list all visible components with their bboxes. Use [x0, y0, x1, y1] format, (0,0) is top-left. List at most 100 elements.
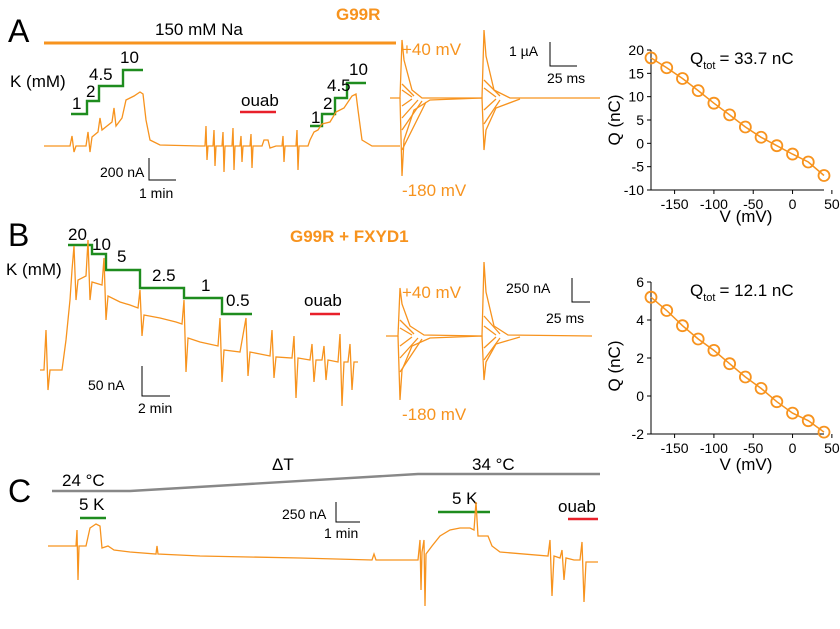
qv-point-b: [707, 343, 721, 357]
qv-point-a: [644, 51, 658, 65]
scale-bar-a: [148, 158, 176, 181]
scale2-current-a: 1 µA: [509, 43, 539, 59]
qv-point-a: [817, 169, 831, 182]
k-step-a-2: 2: [86, 82, 95, 101]
trace-b-family: [399, 315, 501, 373]
ouabain-label-a: ouab: [241, 91, 279, 110]
qv-point-b: [691, 332, 705, 346]
y-tick-label-a: 10: [628, 89, 644, 105]
k-step-a-4: 10: [120, 48, 139, 67]
qv-curve-b: [650, 296, 825, 433]
qv-point-b: [676, 319, 689, 333]
y-tick-label-b: 6: [636, 274, 644, 290]
xlabel-b: V (mV): [720, 455, 773, 474]
construct-label-b: G99R + FXYD1: [290, 227, 409, 246]
scale-time-b: 2 min: [138, 400, 172, 416]
k-staircase-b: [68, 243, 252, 316]
trace-b-current: [40, 239, 358, 407]
y-tick-label-a: 0: [636, 135, 644, 151]
temperature-bar: [52, 472, 600, 493]
scale-current-a: 200 nA: [100, 164, 145, 180]
qv-point-b: [644, 290, 658, 304]
y-tick-label-b: -2: [632, 426, 645, 442]
y-tick-label-a: -10: [624, 182, 644, 198]
y-tick-label-b: 0: [636, 388, 644, 404]
y-tick-label-a: 5: [636, 112, 644, 128]
x-tick-label-b: 0: [789, 440, 797, 456]
x-tick-label-b: -100: [700, 440, 728, 456]
qv-point-a: [676, 72, 689, 85]
qv-curve-a: [650, 57, 825, 177]
ouabain-label-b: ouab: [304, 291, 342, 310]
qtot-annotation-b: Qtot = 12.1 nC: [690, 281, 794, 304]
k-step-b-3: 5: [117, 247, 126, 266]
panel-letter-a: A: [8, 13, 30, 49]
x-tick-label-a: -50: [743, 196, 763, 212]
qv-point-b: [723, 357, 737, 371]
k-pulse-1-label: 5 K: [79, 495, 105, 514]
x-tick-label-a: 50: [824, 196, 840, 212]
scale-bar-b: [141, 366, 170, 397]
voltage-top-b: +40 mV: [402, 283, 462, 302]
y-tick-label-a: 15: [628, 65, 644, 81]
scale-bar-b2: [571, 278, 590, 303]
trace-a-family: [401, 79, 501, 151]
trace-a-current: [44, 91, 400, 173]
k-pulse-2-label: 5 K: [452, 489, 478, 508]
voltage-bottom-b: -180 mV: [402, 405, 467, 424]
sodium-condition-label: 150 mM Na: [155, 20, 243, 39]
trace-a-on-top: [390, 29, 600, 99]
qv-point-a: [691, 84, 705, 97]
k-step-b-2: 10: [92, 235, 111, 254]
y-tick-label-b: 2: [636, 350, 644, 366]
panel-c: C 24 °C ΔT 34 °C 5 K 5 K ouab 250 nA 1 m…: [8, 455, 600, 607]
qv-point-a: [801, 155, 815, 169]
qv-plot-a: Qtot = 33.7 nC V (mV) Q (nC) -10-50510152…: [605, 42, 840, 226]
scale2-time-b: 25 ms: [546, 310, 584, 326]
panel-letter-c: C: [8, 473, 31, 509]
voltage-bottom-a: -180 mV: [402, 181, 467, 200]
trace-b-off-bottom: [397, 335, 521, 401]
qv-point-a: [738, 120, 752, 134]
x-tick-label-b: -150: [661, 440, 689, 456]
qv-point-a: [707, 96, 721, 110]
k-staircase-left: [71, 68, 143, 116]
qv-point-a: [770, 139, 784, 153]
qv-point-a: [660, 61, 674, 75]
qv-plot-b: Qtot = 12.1 nC V (mV) Q (nC) -2 0 2 4 6 -150 -1…: [605, 274, 840, 474]
scale-current-b: 50 nA: [88, 377, 125, 393]
k-step-a-r4: 10: [349, 60, 368, 79]
ylabel-b: Q (nC): [605, 341, 624, 392]
qv-point-a: [723, 108, 737, 122]
k-step-a-r3: 4.5: [327, 76, 351, 95]
qv-point-b: [754, 381, 768, 395]
x-tick-label-b: -50: [743, 440, 763, 456]
panel-a: A 150 mM Na G99R K (mM) 1 2 4.5 10 1 2 4…: [8, 5, 600, 201]
qv-point-a: [754, 130, 768, 144]
ylabel-a: Q (nC): [605, 95, 624, 146]
k-step-a-1: 1: [72, 94, 81, 113]
scale-current-c: 250 nA: [282, 506, 327, 522]
temp-change-label: ΔT: [272, 455, 294, 474]
panel-letter-b: B: [8, 217, 29, 253]
qv-point-b: [738, 370, 752, 384]
trace-a-off-bottom: [399, 97, 521, 177]
qv-point-b: [801, 414, 815, 428]
k-step-a-r1: 1: [311, 108, 320, 127]
k-step-a-r2: 2: [323, 94, 332, 113]
temp-end-label: 34 °C: [472, 455, 515, 474]
y-tick-label-a: -5: [632, 159, 645, 175]
xlabel-a: V (mV): [720, 207, 773, 226]
construct-label-a: G99R: [336, 5, 380, 24]
voltage-top-a: +40 mV: [402, 40, 462, 59]
ouabain-label-c: ouab: [558, 497, 596, 516]
x-tick-label-b: 50: [824, 440, 840, 456]
y-tick-label-b: 4: [636, 312, 644, 328]
trace-b-on-top: [386, 261, 593, 337]
scale2-time-a: 25 ms: [547, 70, 585, 86]
y-tick-label-a: 20: [628, 42, 644, 58]
scale-bar-a2: [549, 42, 577, 67]
qv-point-b: [817, 425, 831, 439]
k-step-b-5: 1: [201, 276, 210, 295]
